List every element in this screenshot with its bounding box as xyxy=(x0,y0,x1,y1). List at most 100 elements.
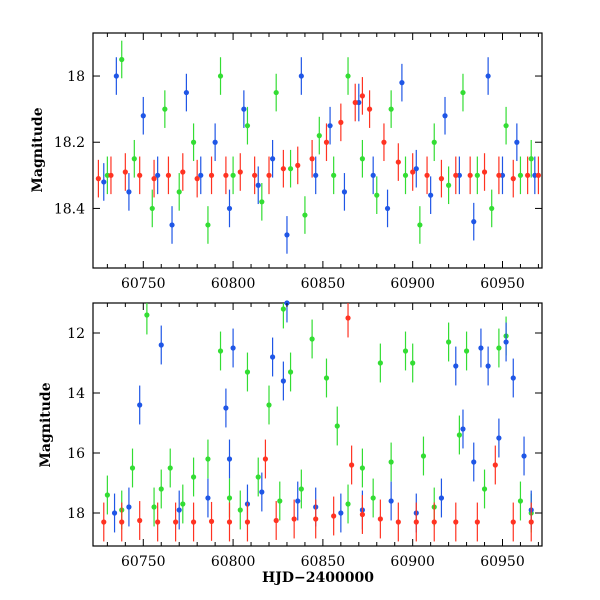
bottom-data-point xyxy=(217,348,224,354)
top-data-point xyxy=(104,172,110,178)
top-data-point xyxy=(194,176,200,182)
top-data-point xyxy=(226,205,233,212)
top-data-point xyxy=(374,192,380,198)
top-data-point xyxy=(352,99,358,106)
bottom-x-ticks: 60750 60800 60850 60900 60950 xyxy=(106,303,539,570)
top-data-point xyxy=(280,166,286,172)
top-data-point xyxy=(101,179,107,185)
bottom-data-point xyxy=(420,453,427,459)
top-series-1 xyxy=(101,57,538,254)
bottom-data-point xyxy=(496,435,502,441)
top-data-point xyxy=(474,172,480,178)
top-data-point xyxy=(402,172,409,178)
top-data-point xyxy=(528,156,534,162)
bottom-data-point xyxy=(402,348,409,354)
top-data-point xyxy=(244,123,251,129)
bottom-data-point xyxy=(111,510,118,516)
top-x-tick-label: 60750 xyxy=(121,276,166,292)
top-data-point xyxy=(208,172,215,178)
top-data-point xyxy=(151,176,157,182)
bottom-data-point xyxy=(517,498,524,504)
bottom-data-point xyxy=(126,504,132,510)
bottom-data-point xyxy=(359,511,365,518)
top-series-0 xyxy=(104,40,534,244)
top-data-point xyxy=(496,172,502,178)
top-data-point xyxy=(176,189,182,195)
top-data-point xyxy=(131,156,137,162)
top-x-tick-label: 60800 xyxy=(211,276,256,292)
top-data-point xyxy=(241,106,247,112)
top-data-point xyxy=(190,139,197,145)
top-data-point xyxy=(503,123,509,129)
top-data-point xyxy=(198,172,204,178)
bottom-data-point xyxy=(226,495,233,501)
top-data-point xyxy=(345,73,351,79)
top-data-point xyxy=(295,162,301,168)
bottom-data-point xyxy=(158,342,164,348)
top-data-point xyxy=(287,166,294,172)
bottom-data-point xyxy=(104,492,110,498)
bottom-data-point xyxy=(137,517,143,524)
top-data-point xyxy=(438,176,445,182)
top-data-point xyxy=(485,73,491,79)
bottom-data-point xyxy=(446,339,452,345)
bottom-data-point xyxy=(485,363,491,369)
bottom-data-point xyxy=(345,501,351,507)
bottom-y-tick-label: 12 xyxy=(67,326,85,342)
top-data-point xyxy=(535,172,542,178)
top-data-point xyxy=(356,99,362,106)
bottom-data-point xyxy=(101,519,107,525)
bottom-data-point xyxy=(410,360,416,366)
top-data-point xyxy=(119,56,125,63)
bottom-data-point xyxy=(277,498,283,504)
top-data-point xyxy=(532,172,538,178)
bottom-data-point xyxy=(208,518,215,525)
top-data-point xyxy=(149,205,155,212)
top-x-tick-label: 60950 xyxy=(480,276,525,292)
top-data-point xyxy=(471,219,477,225)
bottom-x-tick-label: 60900 xyxy=(390,554,435,570)
bottom-data-point xyxy=(280,378,286,384)
bottom-data-point xyxy=(298,486,304,492)
top-data-point xyxy=(456,172,462,178)
top-data-point xyxy=(137,172,143,178)
bottom-data-point xyxy=(173,519,179,525)
top-data-point xyxy=(341,189,348,195)
bottom-data-point xyxy=(287,369,294,375)
top-data-point xyxy=(205,222,211,228)
bottom-series-0 xyxy=(104,303,534,533)
top-data-point xyxy=(417,222,423,228)
top-data-point xyxy=(217,73,224,79)
top-y-tick-label: 18.4 xyxy=(54,201,85,217)
bottom-data-point xyxy=(370,495,376,501)
bottom-data-point xyxy=(205,495,211,501)
top-series-layer xyxy=(95,40,542,254)
top-data-point xyxy=(230,172,236,178)
bottom-data-point xyxy=(167,465,173,471)
top-data-point xyxy=(255,182,261,188)
top-y-axis-label: Magnitude xyxy=(30,107,46,192)
bottom-data-point xyxy=(338,510,344,516)
top-data-point xyxy=(499,172,506,178)
bottom-y-tick-label: 16 xyxy=(67,446,85,462)
bottom-data-point xyxy=(259,489,265,495)
bottom-data-point xyxy=(463,348,470,354)
top-data-point xyxy=(481,169,488,175)
top-data-point xyxy=(223,172,229,178)
top-data-point xyxy=(331,172,337,178)
top-data-point xyxy=(366,106,373,112)
bottom-data-point xyxy=(291,516,297,522)
bottom-data-point xyxy=(349,462,355,468)
bottom-data-point xyxy=(230,345,236,351)
top-data-point xyxy=(302,212,308,218)
bottom-data-point xyxy=(388,498,394,504)
top-data-point xyxy=(370,172,376,178)
top-y-ticks: 18 18.2 18.4 xyxy=(54,69,542,217)
panel-top: 60750 60800 60850 60900 60950 18 18.2 18.4 Mag… xyxy=(30,32,543,292)
top-data-point xyxy=(410,169,416,175)
bottom-data-point xyxy=(223,405,229,411)
top-data-point xyxy=(489,205,495,212)
top-data-point xyxy=(180,169,186,175)
bottom-data-point xyxy=(510,519,516,525)
